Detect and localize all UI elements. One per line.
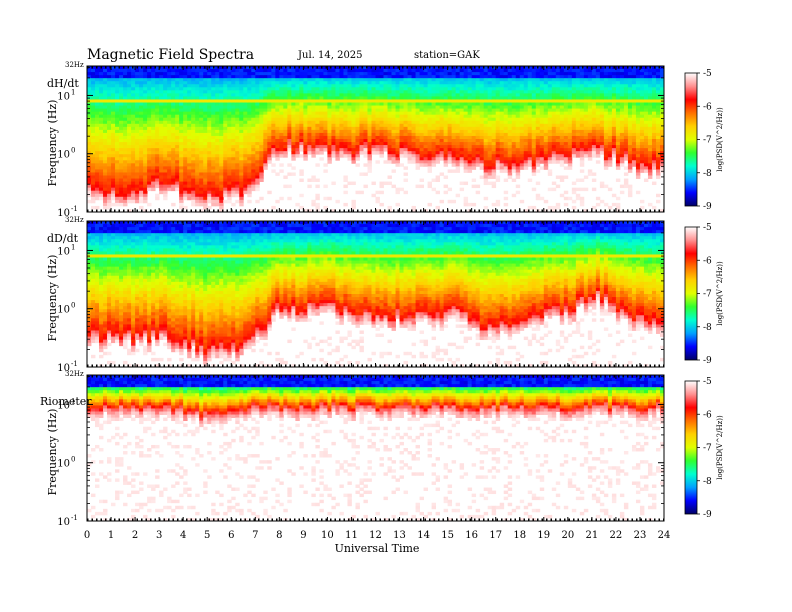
x-tick-23: 23 — [634, 530, 647, 541]
panel-name-1: dD/dt — [47, 232, 79, 245]
colorbar-tick-0-0: -5 — [703, 69, 712, 79]
x-tick-12: 12 — [369, 530, 382, 541]
colorbar-label-0: log(PSD(V^2/Hz)) — [716, 107, 724, 172]
y-tick-1-0: 10 — [57, 246, 70, 257]
x-tick-9: 9 — [300, 530, 306, 541]
x-tick-19: 19 — [537, 530, 550, 541]
x-axis-label: Universal Time — [335, 542, 420, 555]
x-tick-17: 17 — [489, 530, 502, 541]
x-tick-11: 11 — [345, 530, 358, 541]
y-axis-label-1: Frequency (Hz) — [46, 255, 59, 342]
x-tick-21: 21 — [586, 530, 599, 541]
x-tick-3: 3 — [156, 530, 162, 541]
colorbar-tick-2-4: -9 — [703, 510, 712, 520]
x-tick-14: 14 — [417, 530, 430, 541]
y-tick-2-2: 10 — [57, 517, 70, 528]
y-tick-0-0: 10 — [57, 91, 70, 102]
panel-name-2: Riometer — [40, 395, 92, 408]
y-tick-exp-2-1: 0 — [71, 456, 75, 464]
y-axis-label-0: Frequency (Hz) — [46, 100, 59, 187]
colorbar-tick-2-1: -6 — [703, 410, 712, 420]
x-tick-7: 7 — [252, 530, 258, 541]
y-tick-1-1: 10 — [57, 305, 70, 316]
chart-date: Jul. 14, 2025 — [297, 50, 363, 61]
y-tick-2-0: 10 — [57, 400, 70, 411]
x-tick-13: 13 — [393, 530, 406, 541]
y-top-label-2: 32Hz — [65, 370, 84, 378]
colorbar-label-2: log(PSD(V^2/Hz)) — [716, 415, 724, 480]
panel-name-0: dH/dt — [47, 77, 79, 90]
x-tick-18: 18 — [513, 530, 526, 541]
x-tick-15: 15 — [441, 530, 454, 541]
colorbar-2: -5 -6 -7 -8 -9 log(PSD(V^2/Hz)) — [684, 377, 724, 520]
x-tick-1: 1 — [108, 530, 114, 541]
x-tick-6: 6 — [228, 530, 234, 541]
y-tick-exp-0-1: 0 — [71, 147, 75, 155]
x-tick-16: 16 — [465, 530, 478, 541]
x-tick-24: 24 — [658, 530, 671, 541]
x-tick-4: 4 — [180, 530, 186, 541]
x-tick-2: 2 — [132, 530, 138, 541]
colorbar-tick-2-2: -7 — [703, 444, 712, 454]
x-tick-0: 0 — [84, 530, 90, 541]
spectrogram-2 — [87, 375, 664, 521]
y-tick-2-1: 10 — [57, 459, 70, 470]
x-tick-8: 8 — [276, 530, 282, 541]
y-axis-label-2: Frequency (Hz) — [46, 409, 59, 496]
y-tick-exp-2-0: 1 — [71, 397, 75, 405]
y-top-label-0: 32Hz — [65, 61, 84, 69]
x-axis: 0 1 2 3 4 5 6 7 8 9 10 11 12 13 14 15 16 17 18 19 20 21 22 23 24 — [84, 530, 671, 541]
chart-title: Magnetic Field Spectra — [87, 47, 254, 63]
x-tick-10: 10 — [321, 530, 334, 541]
colorbar-1: -5 -6 -7 -8 -9 log(PSD(V^2/Hz)) — [684, 223, 724, 366]
y-tick-exp-0-2: -1 — [71, 205, 78, 213]
spectrogram-0 — [87, 66, 664, 212]
x-tick-5: 5 — [204, 530, 210, 541]
y-tick-exp-0-0: 1 — [71, 88, 75, 96]
spectrogram-1 — [87, 221, 664, 367]
colorbar-tick-0-1: -6 — [703, 102, 712, 112]
colorbar-tick-0-4: -9 — [703, 202, 712, 212]
y-tick-exp-1-1: 0 — [71, 302, 75, 310]
y-tick-exp-1-0: 1 — [71, 243, 75, 251]
y-tick-exp-2-2: -1 — [71, 514, 78, 522]
colorbar-0: -5 -6 -7 -8 -9 log(PSD(V^2/Hz)) — [684, 69, 724, 212]
colorbar-tick-1-0: -5 — [703, 223, 712, 233]
y-top-label-1: 32Hz — [65, 216, 84, 224]
colorbar-tick-0-2: -7 — [703, 136, 712, 146]
colorbar-tick-1-4: -9 — [703, 356, 712, 366]
y-tick-0-2: 10 — [57, 208, 70, 219]
x-tick-22: 22 — [610, 530, 623, 541]
colorbar-tick-0-3: -8 — [703, 169, 712, 179]
colorbar-tick-1-2: -7 — [703, 290, 712, 300]
x-tick-20: 20 — [561, 530, 574, 541]
colorbar-label-1: log(PSD(V^2/Hz)) — [716, 261, 724, 326]
chart-station: station=GAK — [414, 50, 480, 61]
colorbar-tick-2-3: -8 — [703, 477, 712, 487]
y-tick-1-2: 10 — [57, 363, 70, 374]
colorbar-tick-2-0: -5 — [703, 377, 712, 387]
y-tick-exp-1-2: -1 — [71, 360, 78, 368]
colorbar-tick-1-1: -6 — [703, 256, 712, 266]
y-tick-0-1: 10 — [57, 150, 70, 161]
colorbar-tick-1-3: -8 — [703, 323, 712, 333]
